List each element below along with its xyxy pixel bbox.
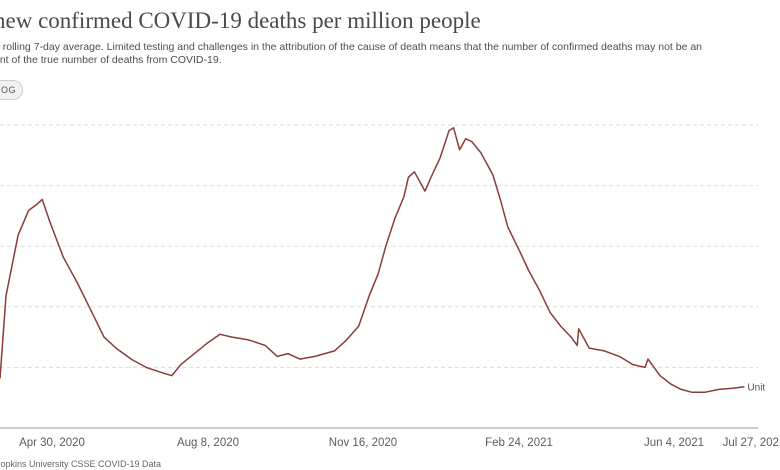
subtitle-line-1: e rolling 7-day average. Limited testing…	[0, 41, 703, 53]
series-line	[0, 127, 745, 393]
chart-title: new confirmed COVID-19 deaths per millio…	[0, 8, 481, 33]
source-note: Hopkins University CSSE COVID-19 Data	[0, 459, 162, 469]
subtitle-line-2: unt of the true number of deaths from CO…	[0, 54, 222, 66]
x-tick-label: Apr 30, 2020	[19, 437, 85, 449]
x-tick-label: Jun 4, 2021	[644, 437, 704, 449]
x-tick-label: Aug 8, 2020	[177, 437, 239, 449]
log-scale-toggle[interactable]: OG	[0, 80, 24, 100]
x-tick-label: Feb 24, 2021	[485, 437, 553, 449]
series-label: Unit	[747, 383, 765, 394]
x-tick-label: Jul 27, 2021	[723, 437, 780, 449]
x-tick-label: Nov 16, 2020	[329, 437, 397, 449]
chart-subtitle: e rolling 7-day average. Limited testing…	[0, 41, 774, 67]
